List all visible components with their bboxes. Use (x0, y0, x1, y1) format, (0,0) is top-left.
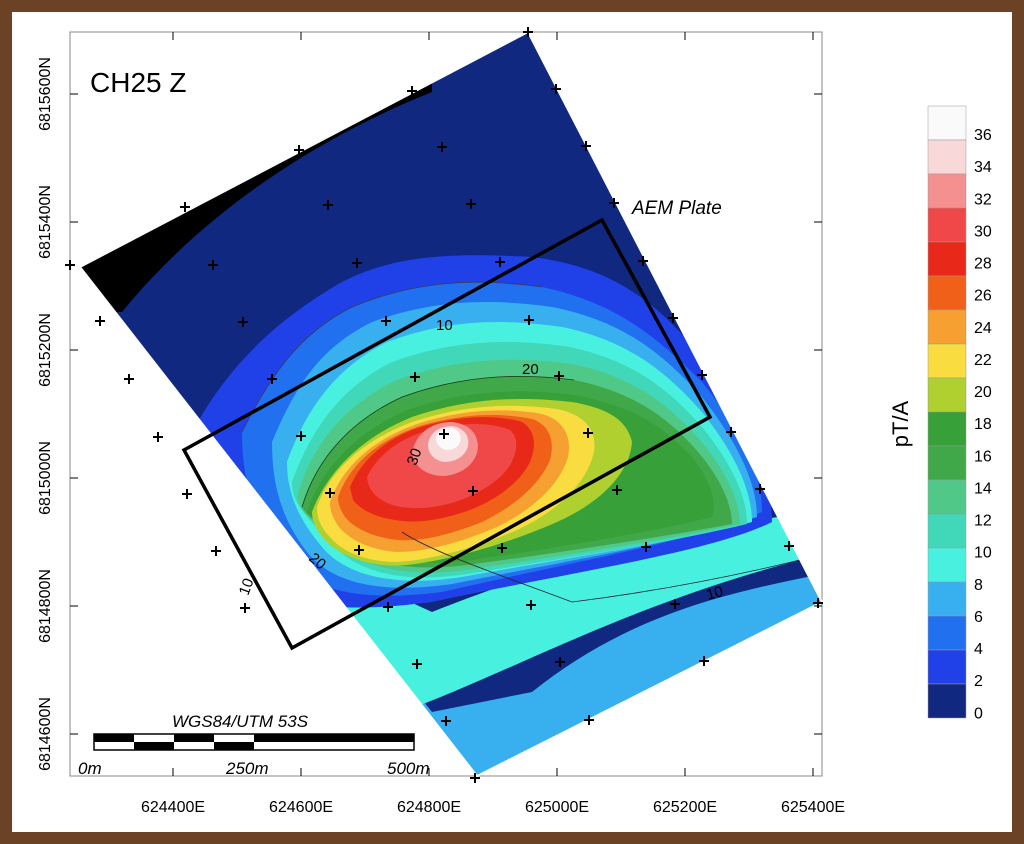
colorbar-swatch (927, 377, 967, 413)
x-tick-label: 625200E (653, 799, 717, 816)
colorbar-label: 0 (974, 705, 983, 722)
colorbar-swatch (927, 683, 967, 719)
colorbar-label: 18 (974, 416, 992, 433)
colorbar-swatch (927, 343, 967, 379)
map-canvas: 10 20 30 20 10 10 CH25 Z AEM Plate 68156… (37, 27, 992, 816)
colorbar-label: 28 (974, 256, 992, 273)
colorbar-label: 34 (974, 159, 992, 176)
y-tick-label: 6815600N (37, 57, 54, 131)
y-tick-label: 6815200N (37, 313, 54, 387)
x-tick-label: 624400E (141, 799, 205, 816)
colorbar-label: 24 (974, 320, 992, 337)
x-tick-label: 624600E (269, 799, 333, 816)
colorbar-label: 2 (974, 673, 983, 690)
y-tick-label: 6815400N (37, 185, 54, 259)
colorbar-label: 14 (974, 480, 992, 497)
projection-label: WGS84/UTM 53S (172, 712, 309, 731)
colorbar-label: 16 (974, 448, 992, 465)
colorbar-label: 6 (974, 609, 983, 626)
station-markers (65, 27, 823, 783)
colorbar-label: 32 (974, 191, 992, 208)
colorbar-label: 30 (974, 223, 992, 240)
scale-bar (93, 733, 415, 751)
y-tick-label: 6814800N (37, 569, 54, 643)
map-figure: 10 20 30 20 10 10 CH25 Z AEM Plate 68156… (12, 12, 1012, 832)
contour-label: 10 (236, 576, 258, 597)
colorbar-swatch (927, 309, 967, 345)
x-tick-label: 624800E (397, 799, 461, 816)
aem-plate-label: AEM Plate (631, 198, 722, 219)
y-tick-label: 6814600N (37, 697, 54, 771)
colorbar-label: 26 (974, 288, 992, 305)
colorbar-swatch (927, 275, 967, 311)
colorbar-swatch (927, 445, 967, 481)
map-title: CH25 Z (90, 67, 186, 98)
colorbar-swatch (927, 581, 967, 617)
colorbar-swatch (927, 513, 967, 549)
y-tick-label: 6815000N (37, 441, 54, 515)
colorbar-swatch (927, 649, 967, 685)
colorbar-label: 36 (974, 127, 992, 144)
contour-label: 30 (404, 446, 426, 467)
colorbar-swatch (927, 547, 967, 583)
colorbar-label: 22 (974, 352, 992, 369)
contour-label: 10 (436, 317, 453, 334)
colorbar-swatch (927, 139, 967, 175)
colorbar-swatch (927, 207, 967, 243)
y-ticks (70, 93, 822, 735)
colorbar-swatch (927, 615, 967, 651)
colorbar-swatch (927, 479, 967, 515)
scale-label-500: 500m (387, 759, 430, 778)
contour-label: 20 (522, 361, 539, 378)
colorbar-swatch (927, 105, 967, 141)
colorbar-label: 10 (974, 545, 992, 562)
colorbar-label: 12 (974, 513, 992, 530)
colorbar-swatch (927, 411, 967, 447)
colorbar-label: 4 (974, 641, 983, 658)
x-tick-label: 625000E (525, 799, 589, 816)
colorbar-swatch (927, 241, 967, 277)
colorbar-swatch (927, 173, 967, 209)
x-tick-label: 625400E (781, 799, 845, 816)
colorbar-label: 20 (974, 384, 992, 401)
x-ticks (172, 32, 814, 776)
aem-plate-outline (181, 217, 713, 651)
scale-label-250: 250m (225, 759, 269, 778)
colorbar-label: 8 (974, 577, 983, 594)
contour-label: 10 (704, 583, 725, 604)
scale-label-0: 0m (78, 759, 102, 778)
colorbar-unit: pT/A (888, 400, 913, 447)
